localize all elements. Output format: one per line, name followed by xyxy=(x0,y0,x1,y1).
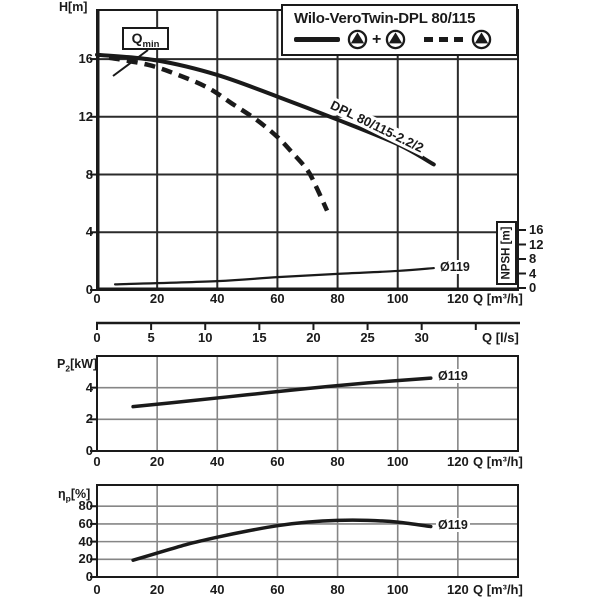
pump-icon xyxy=(386,29,406,50)
tick-label: 8 xyxy=(529,251,537,266)
power-axis-label-sub: 2 xyxy=(65,363,71,374)
tick-label: 60 xyxy=(78,515,93,531)
efficiency-axis-label-sub: p xyxy=(65,493,71,504)
npsh-curve xyxy=(113,266,435,286)
tick-label: 80 xyxy=(330,582,345,597)
tick-label: 40 xyxy=(210,291,225,306)
tick-label: 0 xyxy=(93,291,101,306)
tick-label: 10 xyxy=(197,330,213,345)
efficiency-curve xyxy=(131,518,433,562)
two-pump-head-curve xyxy=(95,52,436,167)
tick-label: 20 xyxy=(149,291,165,306)
power-axis-label: P2[kW] xyxy=(57,357,97,376)
efficiency-x-unit-label: Q [m³/h] xyxy=(473,582,523,597)
tick-label: 20 xyxy=(149,454,165,469)
pump-icon xyxy=(472,29,492,50)
tick-label: 16 xyxy=(529,222,544,237)
tick-label: 0 xyxy=(93,330,101,345)
tick-label: 5 xyxy=(147,330,155,345)
tick-label: 0 xyxy=(529,280,537,295)
tick-label: 60 xyxy=(270,582,285,597)
legend-title: Wilo-VeroTwin-DPL 80/115 xyxy=(294,10,476,27)
head-x-unit-label: Q [m³/h] xyxy=(473,291,523,306)
tick-label: 0 xyxy=(93,582,101,597)
tick-label: 0 xyxy=(85,282,93,297)
tick-label: 0 xyxy=(93,454,101,469)
tick-label: 4 xyxy=(529,265,537,281)
legend-symbols-row: + xyxy=(294,29,516,50)
solid-line-icon xyxy=(294,37,340,42)
tick-label: 16 xyxy=(78,51,93,67)
tick-label: 4 xyxy=(85,224,93,240)
tick-label: 30 xyxy=(414,330,429,345)
qmin-base: Q xyxy=(131,30,143,46)
legend-box: Wilo-VeroTwin-DPL 80/115 + xyxy=(281,4,518,56)
tick-label: 0 xyxy=(85,569,93,584)
tick-label: 4 xyxy=(85,379,93,395)
efficiency-axis-label-unit: [%] xyxy=(70,487,91,501)
tick-label: 20 xyxy=(306,330,321,345)
qmin-annotation: Qmin xyxy=(122,27,169,50)
shaft-power-curve xyxy=(131,376,433,409)
tick-label: 40 xyxy=(210,582,225,597)
tick-label: 12 xyxy=(78,108,93,124)
npsh-axis-label: NPSH [m] xyxy=(500,226,513,280)
tick-label: 80 xyxy=(78,498,93,514)
tick-label: 25 xyxy=(360,330,375,345)
tick-label: 15 xyxy=(252,330,267,345)
tick-label: 20 xyxy=(78,551,93,567)
power-diameter-label: Ø119 xyxy=(436,369,470,383)
npsh-diameter-label: Ø119 xyxy=(438,260,472,274)
efficiency-axis-label: ηp[%] xyxy=(58,487,90,506)
tick-label: 40 xyxy=(210,454,225,469)
tick-label: 8 xyxy=(85,166,93,182)
power-axis-label-base: P xyxy=(57,357,66,371)
tick-label: 0 xyxy=(85,443,93,458)
qmin-sub: min xyxy=(142,38,160,50)
tick-label: 40 xyxy=(78,533,93,549)
tick-label: 60 xyxy=(270,454,285,469)
tick-label: 12 xyxy=(529,236,544,252)
power-x-unit-label: Q [m³/h] xyxy=(473,454,523,469)
ls-axis-unit-label: Q [l/s] xyxy=(482,330,519,345)
efficiency-axis-label-base: η xyxy=(58,487,66,501)
tick-label: 20 xyxy=(149,582,165,597)
tick-label: 2 xyxy=(85,411,93,427)
power-axis-label-unit: [kW] xyxy=(70,357,98,371)
tick-label: 100 xyxy=(386,291,409,306)
single-pump-head-curve xyxy=(108,55,330,212)
head-axis-label: H[m] xyxy=(59,0,88,14)
pump-icon xyxy=(347,29,368,50)
tick-label: 100 xyxy=(386,582,409,597)
tick-label: 120 xyxy=(446,291,469,306)
tick-label: 120 xyxy=(446,454,469,469)
qmin-leader-line xyxy=(112,49,149,77)
efficiency-diameter-label: Ø119 xyxy=(436,518,470,532)
tick-label: 60 xyxy=(270,291,285,306)
dashed-line-icon xyxy=(424,37,465,42)
tick-label: 80 xyxy=(330,291,345,306)
tick-label: 100 xyxy=(386,454,409,469)
tick-label: 80 xyxy=(330,454,345,469)
plus-sign: + xyxy=(372,30,382,48)
npsh-axis-label-box: NPSH [m] xyxy=(496,221,517,285)
tick-label: 120 xyxy=(446,582,469,597)
